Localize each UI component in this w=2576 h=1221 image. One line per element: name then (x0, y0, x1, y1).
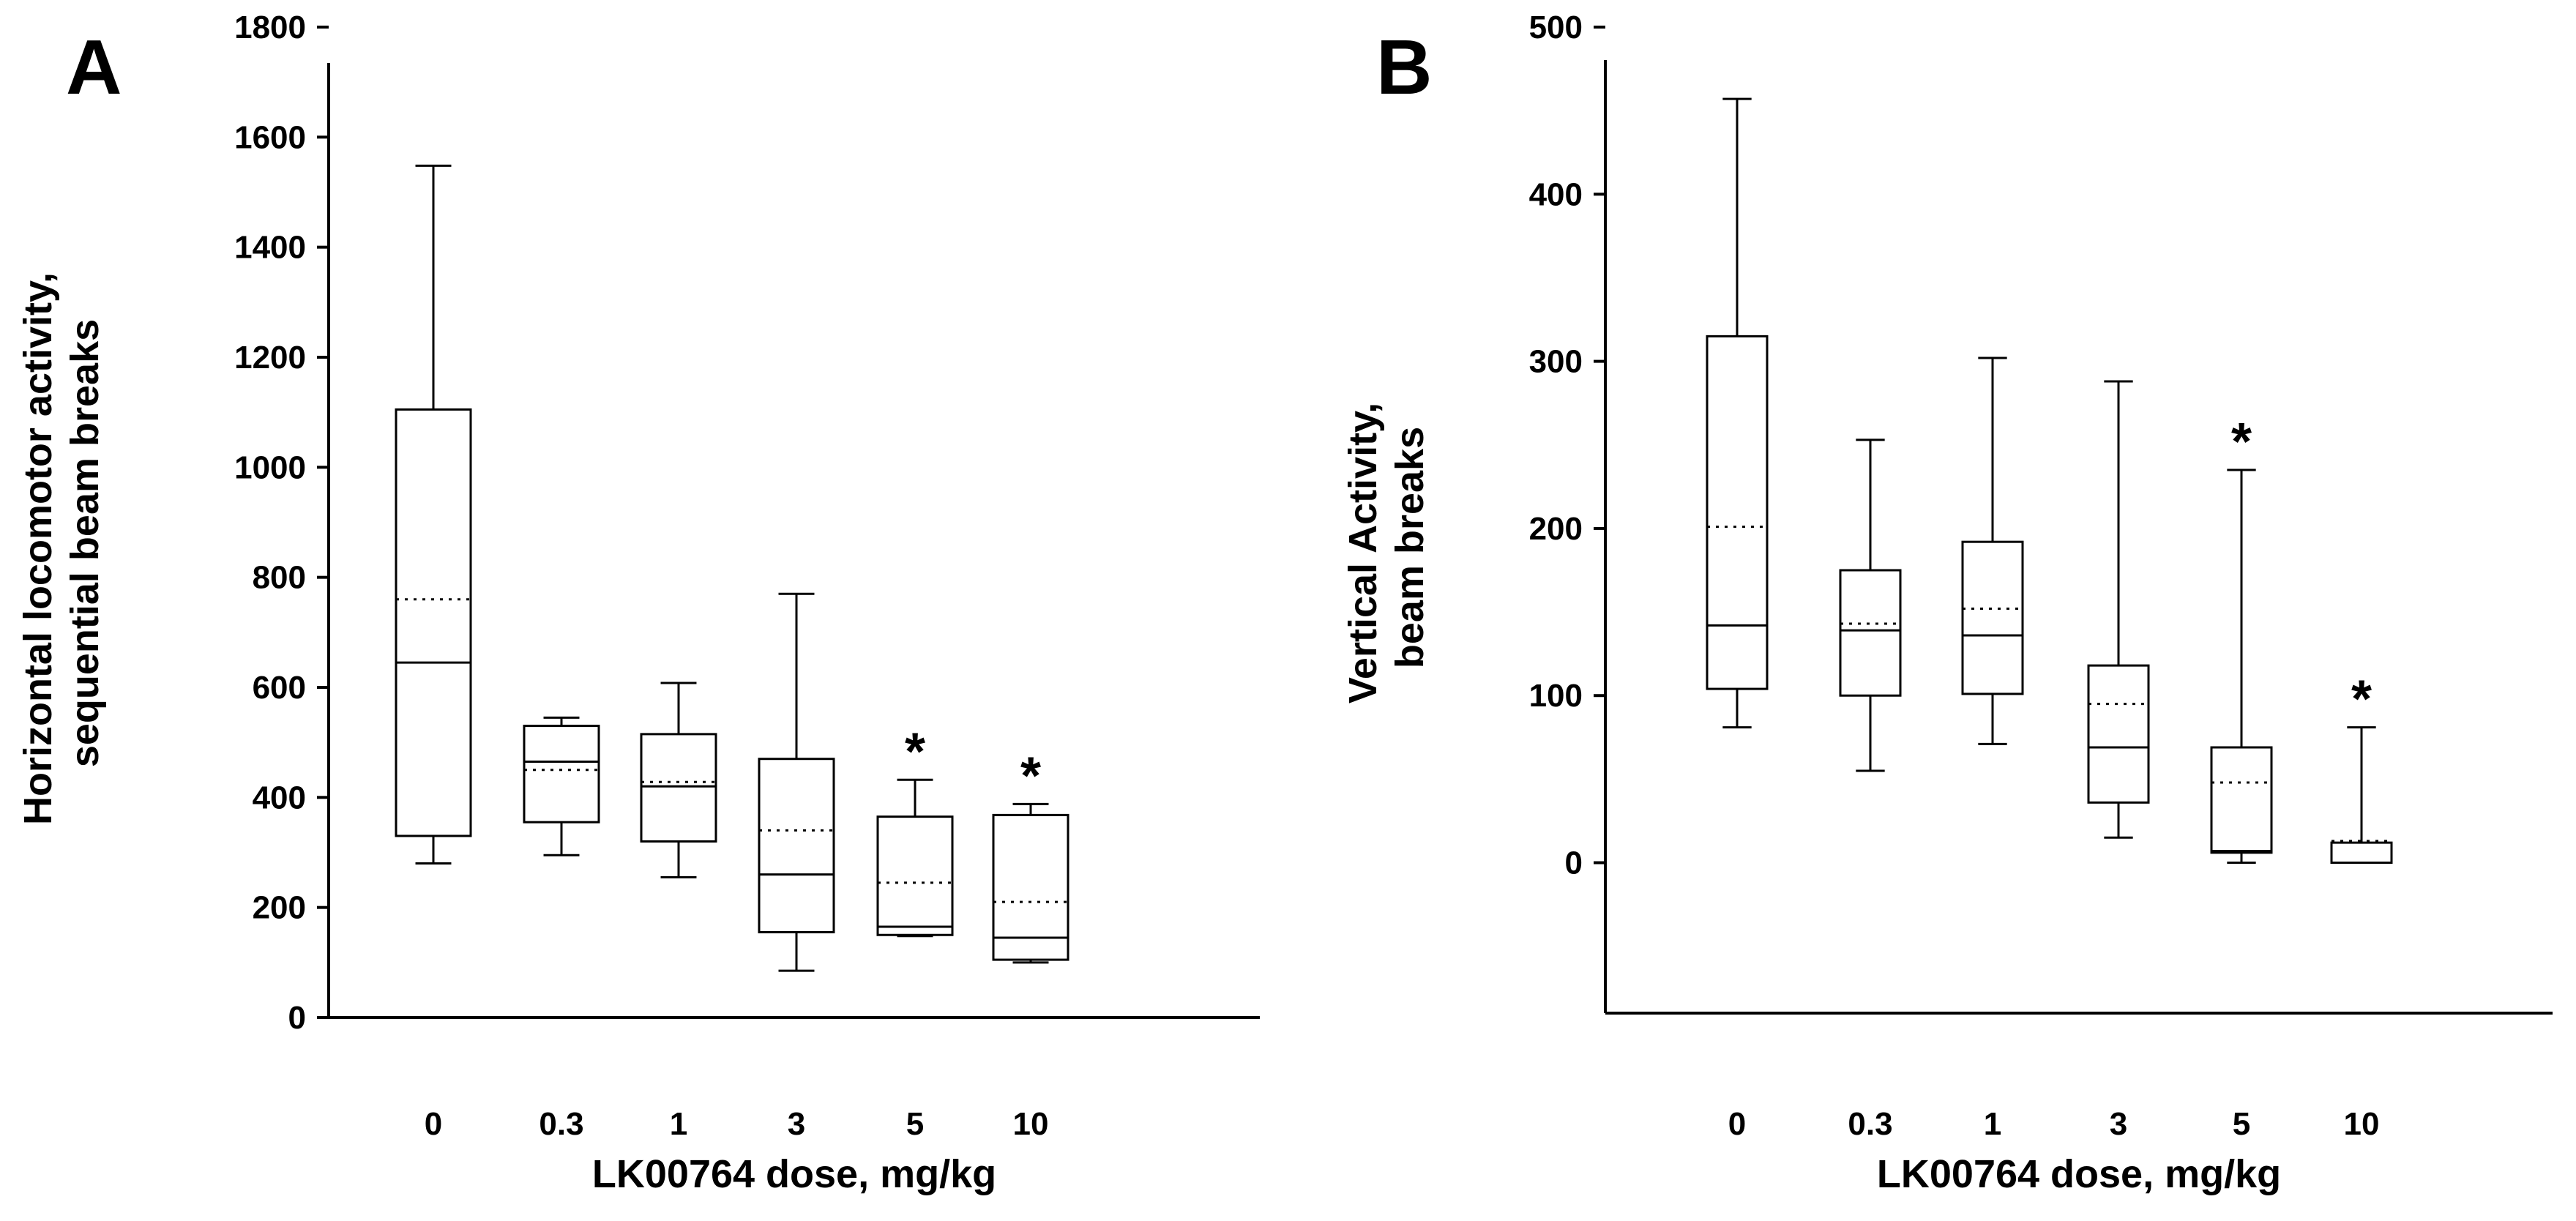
panel-b-box-5: * (2210, 413, 2273, 865)
panel-a-box-1 (640, 682, 717, 878)
panel-a-x-tick-label: 5 (906, 1106, 924, 1142)
iqr-box (2210, 746, 2273, 854)
panel-b-x-tick-label: 0 (1728, 1106, 1746, 1142)
panel-a-box-10: * (992, 747, 1069, 964)
panel-b-y-tick-label: 100 (1529, 678, 1583, 714)
significance-asterisk: * (2231, 413, 2252, 471)
panel-a-box-0 (395, 164, 472, 865)
panel-a-x-tick-label: 0 (425, 1106, 442, 1142)
panel-a-x-axis-title: LK00764 dose, mg/kg (592, 1152, 996, 1196)
panel-a-y-tick-label: 1800 (234, 10, 306, 45)
panel-b-y-axis-title: Vertical Activity, beam breaks (1341, 392, 1432, 703)
panel-a-y-tick-label: 200 (253, 890, 306, 926)
panel-b-y-ticks: 0 100 200 300 400 500 (1529, 10, 1605, 881)
panel-a-x-tick-label: 0.3 (539, 1106, 583, 1142)
significance-asterisk: * (2351, 671, 2372, 729)
iqr-box (523, 725, 600, 824)
panel-b-label: B (1376, 24, 1433, 111)
panel-b-box-1 (1961, 356, 2024, 745)
panel-b-x-tick-label: 0.3 (1848, 1106, 1892, 1142)
panel-b-box-0 (1706, 97, 1769, 729)
iqr-box (876, 815, 954, 936)
panel-a-y-tick-label: 600 (253, 670, 306, 706)
panel-a-y-tick-label: 1000 (234, 449, 306, 485)
panel-a-y-axis-title-line2: sequential beam breaks (63, 319, 107, 767)
panel-a-label: A (66, 24, 122, 111)
panel-a-y-axis-title-line1: Horizontal locomotor activity, (16, 272, 60, 825)
panel-b-y-tick-label: 300 (1529, 344, 1583, 380)
panel-a-y-tick-label: 1400 (234, 230, 306, 266)
panel-a-x-ticks: 0 0.3 1 3 5 10 (425, 1106, 1049, 1142)
panel-a-box-0.3 (523, 716, 600, 856)
panel-a-boxes: * * (395, 164, 1069, 972)
significance-asterisk: * (905, 722, 925, 781)
panel-b-box-0.3 (1839, 438, 1902, 772)
panel-a-box-3 (758, 592, 835, 972)
panel-a-y-tick-label: 0 (288, 1000, 306, 1036)
panel-b-boxes: ** (1706, 97, 2393, 865)
panel-b-y-tick-label: 0 (1565, 845, 1583, 881)
panel-b-y-axis-title-line1: Vertical Activity, (1341, 403, 1385, 703)
panel-b-x-ticks: 0 0.3 1 3 5 10 (1728, 1106, 2380, 1142)
panel-b-x-axis-title: LK00764 dose, mg/kg (1877, 1152, 2281, 1196)
panel-a-y-tick-label: 1600 (234, 119, 306, 155)
panel-a-box-5: * (876, 722, 954, 938)
panel-a-y-ticks: 0 200 400 600 800 1000 1200 1400 1600 1800 (234, 10, 329, 1036)
iqr-box (640, 733, 717, 843)
iqr-box (1706, 335, 1769, 690)
panel-b-box-10: * (2330, 671, 2393, 865)
panel-b-y-axis-title-line2: beam breaks (1388, 427, 1432, 668)
iqr-box (758, 758, 835, 933)
panel-b-x-tick-label: 1 (1984, 1106, 2001, 1142)
panel-a-y-axis-title: Horizontal locomotor activity, sequentia… (16, 261, 107, 825)
iqr-box (992, 813, 1069, 961)
panel-b-y-tick-label: 500 (1529, 10, 1583, 45)
panel-a-x-tick-label: 3 (788, 1106, 805, 1142)
iqr-box (2330, 841, 2393, 865)
iqr-box (1839, 569, 1902, 697)
panel-b-x-tick-label: 5 (2233, 1106, 2250, 1142)
panel-b-y-tick-label: 400 (1529, 176, 1583, 212)
panel-b-box-3 (2087, 380, 2150, 839)
panel-a-y-tick-label: 1200 (234, 340, 306, 376)
panel-b-y-tick-label: 200 (1529, 511, 1583, 547)
panel-a-x-tick-label: 1 (670, 1106, 687, 1142)
iqr-box (395, 408, 472, 837)
iqr-box (1961, 540, 2024, 695)
panel-a-y-tick-label: 800 (253, 560, 306, 596)
panel-a-x-tick-label: 10 (1013, 1106, 1049, 1142)
panel-b-x-tick-label: 3 (2110, 1106, 2127, 1142)
panel-b-x-tick-label: 10 (2344, 1106, 2380, 1142)
significance-asterisk: * (1020, 747, 1041, 805)
iqr-box (2087, 664, 2150, 804)
panel-a-y-tick-label: 400 (253, 780, 306, 815)
